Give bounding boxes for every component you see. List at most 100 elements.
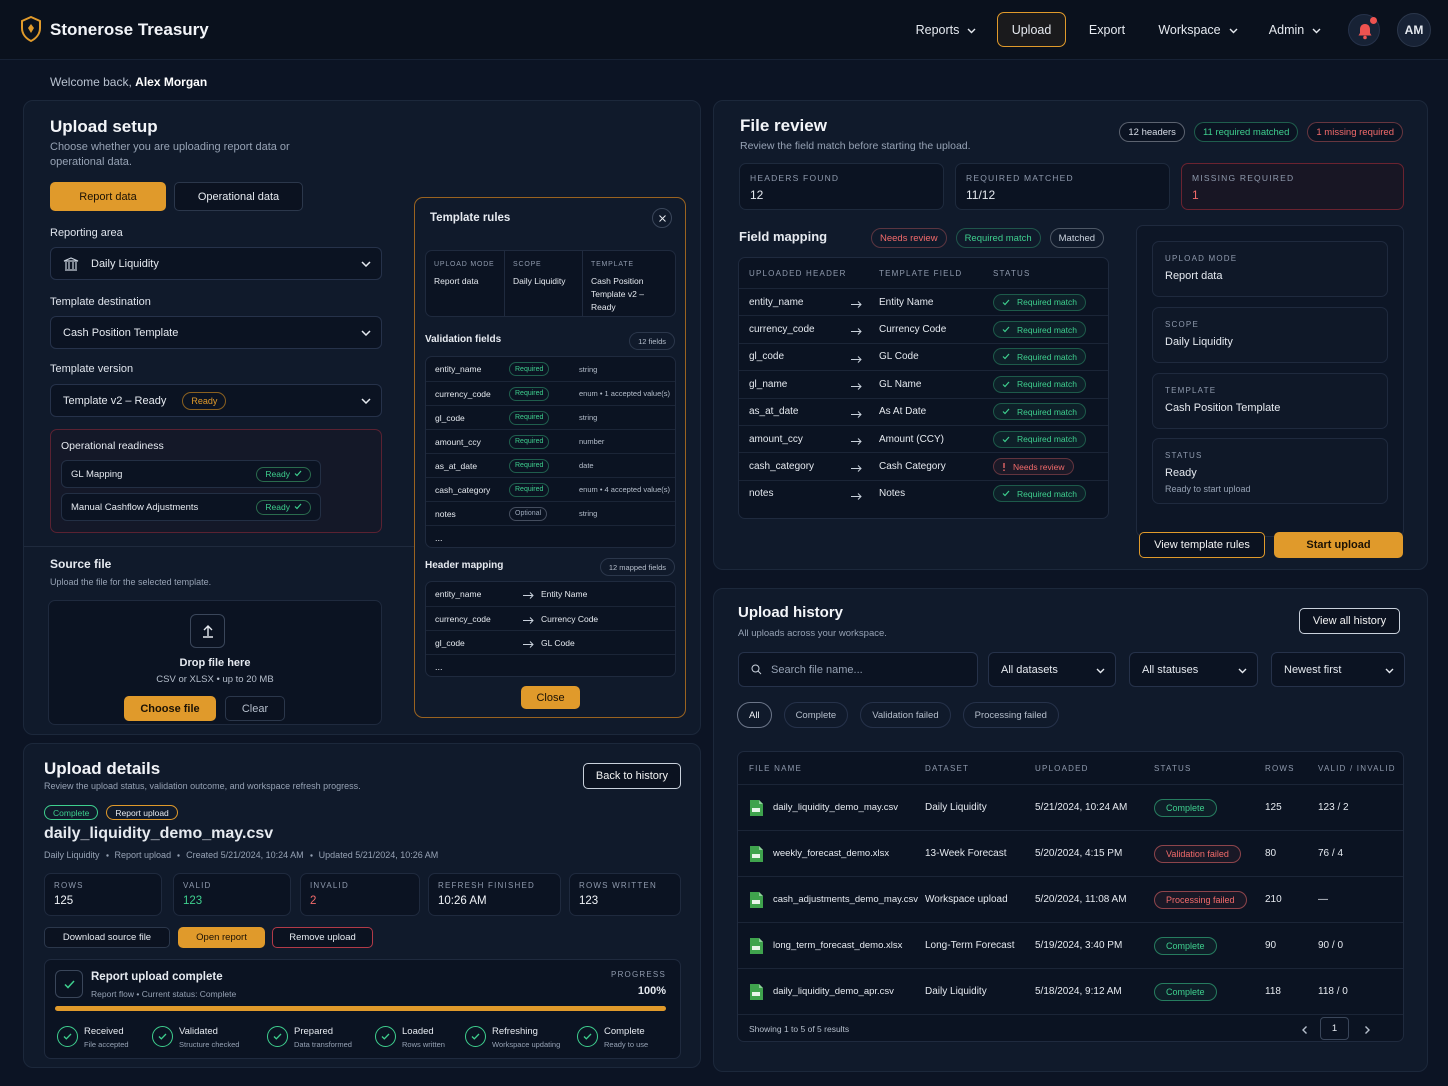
filter-chip[interactable]: Validation failed <box>860 702 951 728</box>
select[interactable]: All statuses <box>1129 652 1258 687</box>
stat-label: HEADERS FOUND <box>750 173 840 183</box>
step-note: Structure checked <box>179 1040 240 1049</box>
chip-text: Required match <box>1017 379 1078 390</box>
stat-value: 123 <box>579 895 599 907</box>
step-name: Loaded <box>402 1026 434 1037</box>
rule-chip: Required <box>509 458 550 473</box>
notifications[interactable] <box>1348 14 1380 46</box>
tab[interactable]: Operational data <box>174 182 303 211</box>
select[interactable]: Daily Liquidity <box>50 247 382 280</box>
validation-row: currency_code Required enum • 1 accepted v… <box>426 381 675 405</box>
prev-page[interactable] <box>1299 1026 1311 1035</box>
readiness-item: Manual Cashflow Adjustments Ready <box>61 493 321 521</box>
summary-col: UPLOAD MODE Report data <box>426 251 504 316</box>
history-row[interactable]: long_term_forecast_demo.xlsx Long-Term Fo… <box>738 922 1403 968</box>
filter-chip[interactable]: Complete <box>783 702 849 728</box>
select[interactable]: Template v2 – Ready Ready <box>50 384 382 417</box>
panel-title: Upload history <box>738 604 844 621</box>
uploaded: 5/18/2024, 9:12 AM <box>1035 986 1122 997</box>
choose-file-button[interactable]: Choose file <box>124 696 216 721</box>
back-button[interactable]: Back to history <box>583 763 681 789</box>
remove-button[interactable]: Remove upload <box>272 927 373 948</box>
clear-button[interactable]: Clear <box>225 696 285 721</box>
item-value: Ready <box>1165 467 1197 479</box>
nav-item[interactable]: Workspace <box>1150 12 1246 47</box>
result-count: Showing 1 to 5 of 5 results <box>749 1024 850 1034</box>
history-row[interactable]: cash_adjustments_demo_may.csv Workspace u… <box>738 876 1403 922</box>
nav-item[interactable]: Upload <box>997 12 1066 47</box>
rule-chip: Required <box>509 410 550 425</box>
icon <box>1002 490 1010 497</box>
summary-col: SCOPE Daily Liquidity <box>504 251 582 316</box>
history-row[interactable]: daily_liquidity_demo_may.csv Daily Liquid… <box>738 784 1403 830</box>
mapping-row: gl_name GL Name Required match <box>739 370 1108 397</box>
stat-box: INVALID 2 <box>300 873 420 916</box>
file-name: daily_liquidity_demo_may.csv <box>773 802 898 813</box>
tab[interactable]: Report data <box>50 182 166 211</box>
search-placeholder: Search file name... <box>771 663 863 676</box>
legend-chip: Required match <box>955 228 1041 248</box>
status-filters: All Complete Validation failed Processing f… <box>737 702 1059 728</box>
rows: 210 <box>1265 894 1282 905</box>
chip-text: Needs review <box>1013 461 1065 472</box>
stat-value: 123 <box>183 895 203 907</box>
stat-label: ROWS <box>54 881 84 890</box>
search-input[interactable]: Search file name... <box>738 652 978 687</box>
mapping-row: entity_name Entity Name <box>426 582 675 606</box>
panel-title: Upload details <box>44 759 161 778</box>
validation-row: amount_ccy Required number <box>426 429 675 453</box>
column-header: VALID / INVALID <box>1318 764 1396 773</box>
mapping-row: entity_name Entity Name Required match <box>739 288 1108 315</box>
icon <box>1002 408 1010 415</box>
from: entity_name <box>435 589 482 599</box>
history-row[interactable]: daily_liquidity_demo_apr.csv Daily Liquid… <box>738 968 1403 1014</box>
close-button[interactable]: Close <box>521 686 580 709</box>
readiness-title: Operational readiness <box>61 440 164 452</box>
field-name: entity_name <box>435 364 482 374</box>
stat-box: MISSING REQUIRED 1 <box>1181 163 1404 210</box>
stat-box: VALID 123 <box>173 873 291 916</box>
item-name: GL Mapping <box>71 468 123 480</box>
nav-item[interactable]: Admin <box>1259 12 1331 47</box>
nav-item[interactable]: Export <box>1076 12 1138 47</box>
icon <box>1002 381 1010 388</box>
column-header: UPLOADED HEADER <box>749 269 847 278</box>
download-button[interactable]: Download source file <box>44 927 170 948</box>
close-icon[interactable] <box>652 208 672 228</box>
chevron <box>1312 23 1321 37</box>
filter-chip[interactable]: All <box>737 702 772 728</box>
page-number[interactable]: 1 <box>1320 1017 1349 1040</box>
badge: 1 missing required <box>1307 122 1403 142</box>
view-all-button[interactable]: View all history <box>1299 608 1400 634</box>
column-header: TEMPLATE FIELD <box>879 269 963 278</box>
select[interactable]: Newest first <box>1271 652 1405 687</box>
status-chip: Complete <box>1154 982 1217 1001</box>
drop-hint: CSV or XLSX • up to 20 MB <box>156 674 274 685</box>
history-row[interactable]: weekly_forecast_demo.xlsx 13-Week Forecas… <box>738 830 1403 876</box>
next-page[interactable] <box>1362 1026 1374 1035</box>
select[interactable]: All datasets <box>988 652 1116 687</box>
open-report-button[interactable]: Open report <box>178 927 265 948</box>
panel-subtitle: Choose whether you are uploading report … <box>50 141 290 168</box>
filter-chip[interactable]: Processing failed <box>962 702 1059 728</box>
section-title: Header mapping <box>425 560 504 571</box>
summary-value: Daily Liquidity <box>513 276 566 286</box>
start-upload-button[interactable]: Start upload <box>1274 532 1403 558</box>
meta-item: Created 5/21/2024, 10:24 AM <box>186 850 304 860</box>
summary-item: SCOPE Daily Liquidity <box>1152 307 1388 363</box>
nav-item[interactable]: Reports <box>906 12 986 47</box>
rule-chip: Optional <box>509 506 548 521</box>
dropzone[interactable]: Drop file here CSV or XLSX • up to 20 MB… <box>48 600 382 725</box>
step-note: Rows written <box>402 1040 445 1049</box>
arrow <box>851 491 862 503</box>
column-header: FILE NAME <box>749 764 803 773</box>
view-rules-button[interactable]: View template rules <box>1139 532 1265 558</box>
item-label: UPLOAD MODE <box>1165 254 1238 263</box>
meta-item: Daily Liquidity <box>44 850 100 860</box>
drop-text: Drop file here <box>179 657 251 669</box>
validation-row: cash_category Required enum • 4 accepted v… <box>426 477 675 501</box>
select[interactable]: Cash Position Template <box>50 316 382 349</box>
avatar[interactable]: AM <box>1397 13 1431 47</box>
icon <box>1002 353 1010 360</box>
progress-title: Report upload complete <box>91 971 223 983</box>
